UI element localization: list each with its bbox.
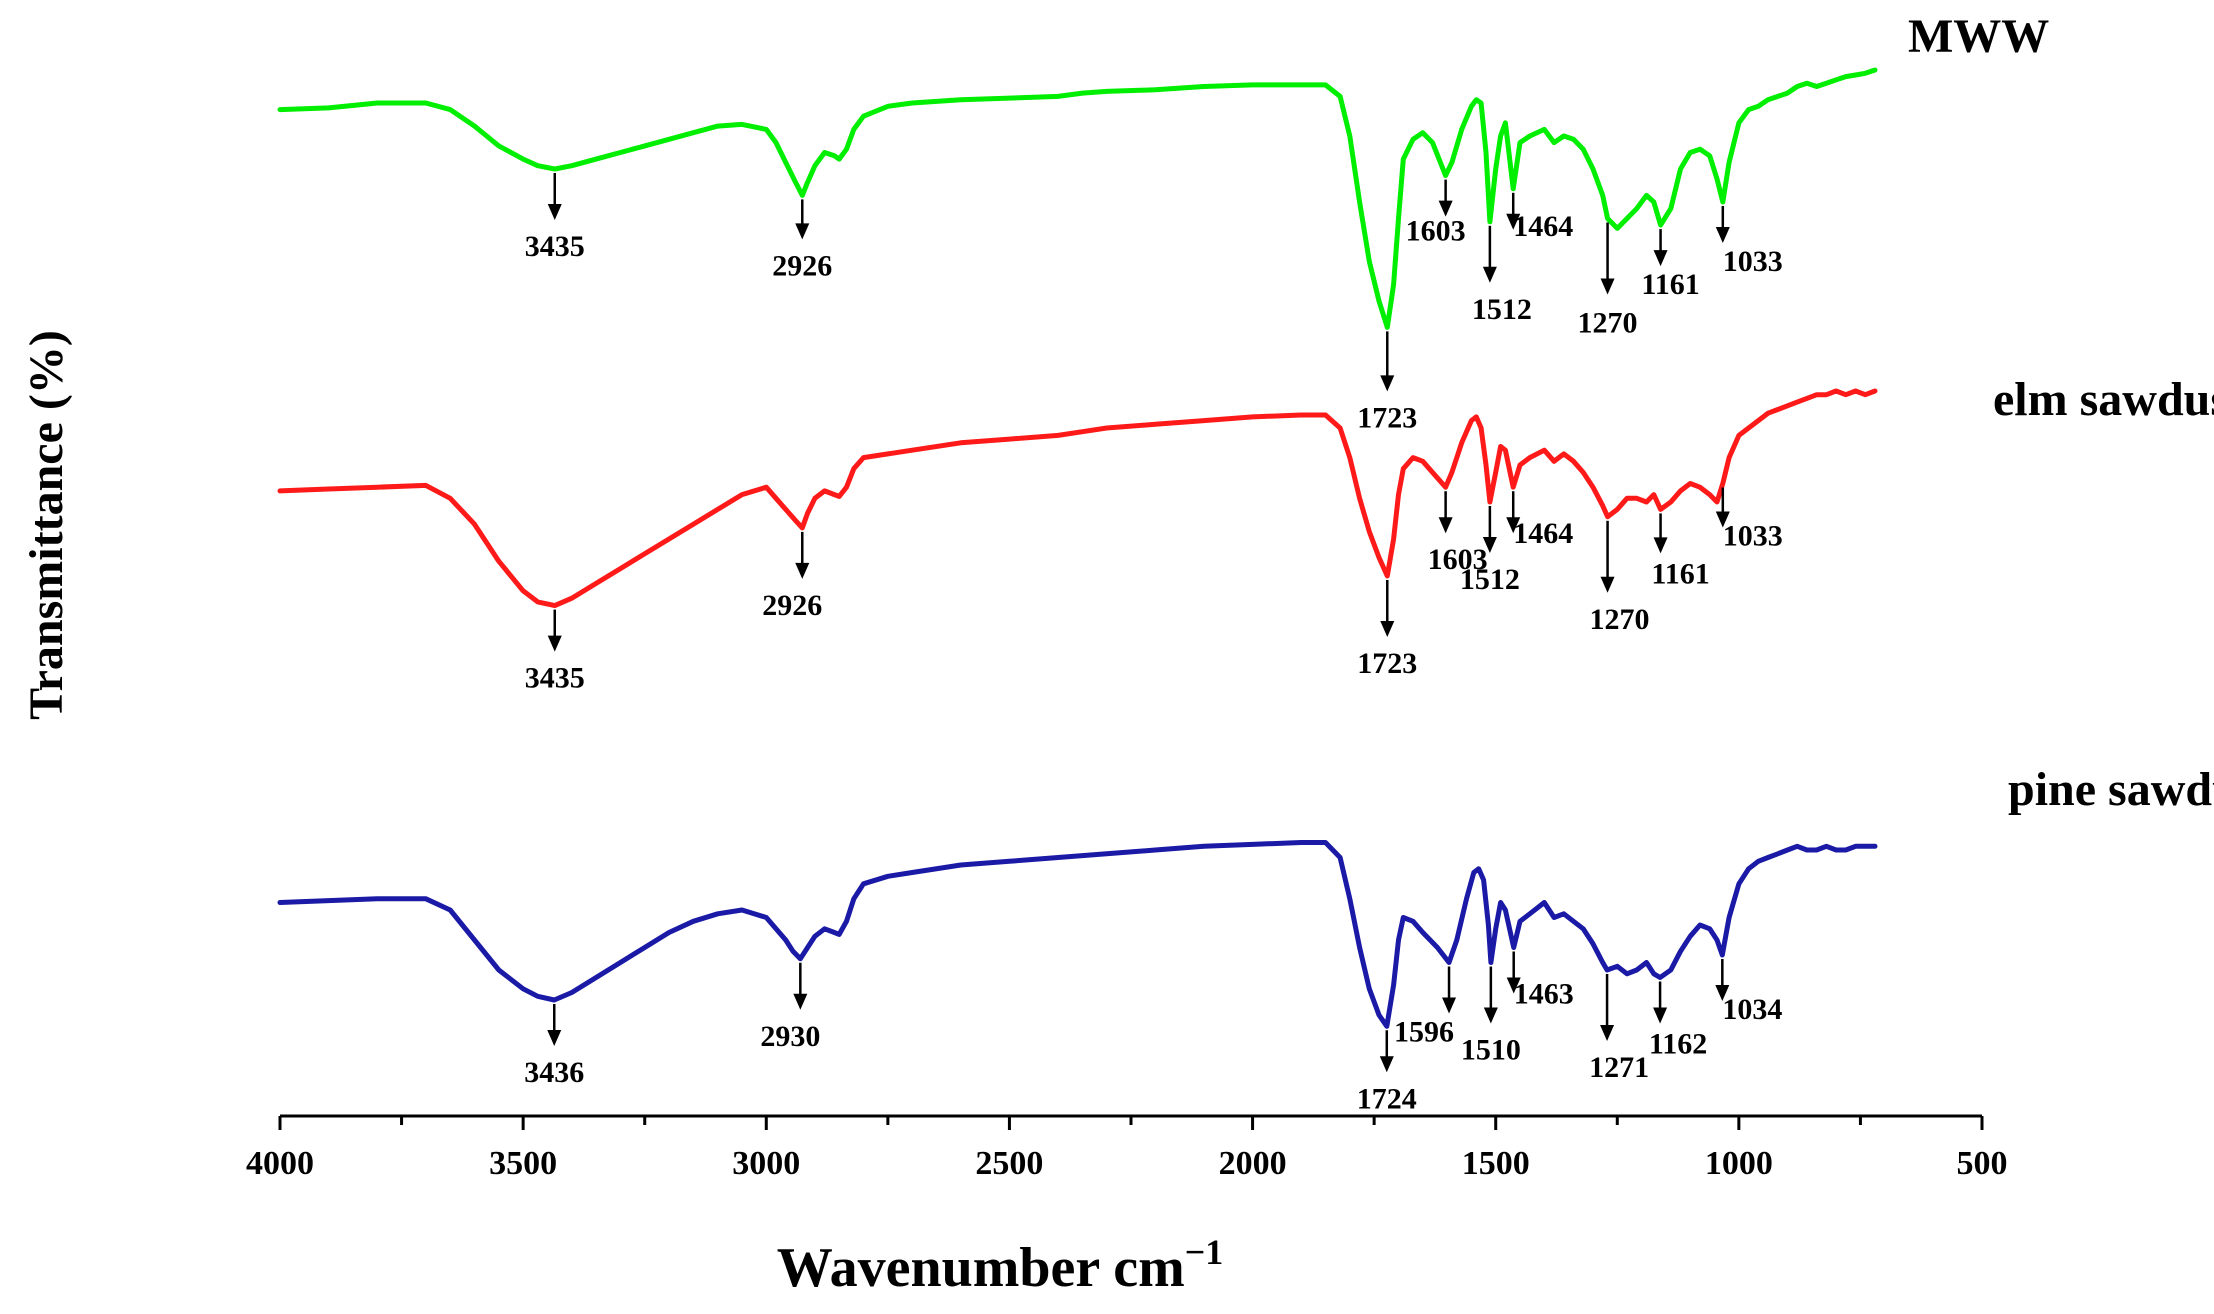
- peak-arrow-head: [793, 993, 808, 1010]
- peak-arrow-head: [1715, 511, 1730, 528]
- peak-label: 1033: [1723, 245, 1783, 278]
- peak-arrow-head: [1600, 576, 1615, 593]
- x-axis-title-main: Wavenumber cm: [777, 1237, 1185, 1299]
- x-axis-title: Wavenumber cm−1: [777, 1232, 1224, 1299]
- peak-label: 3436: [524, 1056, 584, 1089]
- series-line-pine-sawdust: [277, 840, 1878, 1029]
- x-tick-label: 2000: [1219, 1145, 1287, 1182]
- x-tick-label: 2500: [975, 1145, 1043, 1182]
- peak-arrow-head: [1442, 997, 1457, 1014]
- x-tick-label: 1000: [1705, 1145, 1773, 1182]
- peak-label: 1034: [1722, 993, 1782, 1026]
- x-tick-label: 1500: [1462, 1145, 1530, 1182]
- peak-arrow-head: [1506, 517, 1521, 534]
- peak-arrow-head: [1653, 1007, 1668, 1024]
- peak-label: 2926: [762, 589, 822, 622]
- peak-label: 1033: [1723, 520, 1783, 553]
- peak-arrow-head: [1483, 1007, 1498, 1024]
- peak-arrow-head: [1379, 1056, 1394, 1073]
- peak-arrow-head: [1600, 278, 1615, 295]
- peak-label: 1464: [1513, 517, 1573, 550]
- peak-label: 1723: [1357, 647, 1417, 680]
- peak-arrow-head: [1715, 227, 1730, 243]
- peak-label: 2930: [760, 1020, 820, 1053]
- peak-arrow-head: [1482, 537, 1497, 553]
- series-line-mww: [277, 67, 1878, 330]
- series-label-mww: MWW: [1908, 10, 2049, 63]
- peak-label: 1271: [1589, 1051, 1649, 1084]
- y-axis-title: Transmittance (%): [20, 330, 73, 720]
- peak-arrow-head: [1482, 266, 1497, 283]
- series-labels: MWW elm sawdust pine sawdust: [1908, 10, 2214, 816]
- peak-label: 1512: [1472, 293, 1532, 326]
- series-line-elm-sawdust: [277, 388, 1878, 609]
- peak-label: 3435: [525, 662, 585, 695]
- peak-annotations: 3435292617231603151214641270116110333435…: [524, 173, 1783, 1115]
- x-tick-label: 4000: [246, 1145, 314, 1182]
- peak-label: 1512: [1460, 563, 1520, 596]
- peak-arrow-head: [547, 635, 562, 652]
- peak-arrow-head: [1506, 213, 1521, 230]
- peak-arrow-head: [1653, 250, 1668, 267]
- peak-arrow-head: [1380, 621, 1395, 637]
- peak-arrow-head: [795, 223, 810, 240]
- peak-arrow-head: [547, 204, 562, 220]
- x-tick-label: 3000: [732, 1145, 800, 1182]
- peak-label: 1464: [1513, 210, 1573, 243]
- x-tick-label: 500: [1957, 1145, 2008, 1182]
- peak-arrow-head: [1653, 537, 1668, 554]
- peak-label: 1603: [1406, 215, 1466, 248]
- peak-label: 1724: [1357, 1082, 1417, 1115]
- peak-label: 1161: [1651, 557, 1709, 590]
- x-tick-label: 3500: [489, 1145, 557, 1182]
- x-axis: 4000 3500 3000 2500 2000 1500 1000 500: [246, 1114, 2008, 1182]
- peak-arrow-head: [1600, 1025, 1615, 1041]
- peak-label: 1510: [1461, 1034, 1521, 1067]
- series-label-elm-sawdust: elm sawdust: [1993, 373, 2214, 426]
- peak-label: 3435: [525, 230, 585, 263]
- peak-label: 1603: [1428, 543, 1488, 576]
- peak-arrow-head: [795, 562, 810, 579]
- peak-label: 1723: [1357, 401, 1417, 434]
- peak-arrow-head: [1438, 200, 1453, 217]
- peak-arrow-head: [1506, 977, 1521, 994]
- spectra-group: [277, 67, 1878, 1029]
- series-label-pine-sawdust: pine sawdust: [2008, 763, 2214, 816]
- peak-label: 1161: [1641, 268, 1699, 301]
- peak-arrow-head: [547, 1030, 562, 1046]
- peak-label: 1270: [1578, 307, 1638, 340]
- peak-label: 1162: [1649, 1028, 1707, 1061]
- peak-label: 1463: [1514, 978, 1574, 1011]
- peak-arrow-head: [1438, 517, 1453, 534]
- peak-label: 1596: [1394, 1016, 1454, 1049]
- peak-label: 2926: [772, 249, 832, 282]
- x-axis-title-superscript: −1: [1185, 1232, 1224, 1272]
- peak-arrow-head: [1715, 985, 1730, 1001]
- peak-label: 1270: [1590, 603, 1650, 636]
- peak-arrow-head: [1380, 375, 1395, 392]
